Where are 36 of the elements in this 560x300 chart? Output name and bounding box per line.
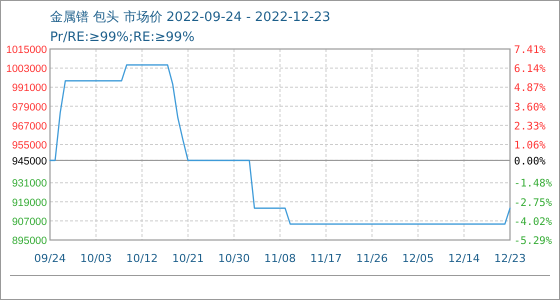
chart-title: 金属镨 包头 市场价 2022-09-24 - 2022-12-23 (50, 10, 330, 25)
y-tick-label: 919000 (12, 196, 48, 209)
y-tick-label: 979000 (12, 101, 48, 114)
y2-tick-label: 3.60% (514, 101, 546, 114)
line-series (49, 64, 511, 225)
x-tick-label: 10/03 (80, 252, 112, 265)
x-tick-label: 11/17 (310, 252, 342, 265)
y2-tick-label: 7.41% (514, 44, 546, 56)
y-tick-label: 945000 (12, 155, 48, 168)
x-tick-label: 11/26 (356, 252, 388, 265)
y-tick-label: 907000 (12, 216, 48, 228)
y2-tick-label: 1.06% (514, 140, 546, 152)
x-tick-label: 09/24 (34, 252, 66, 265)
x-tick-label: 10/30 (218, 252, 250, 265)
y-tick-label: 955000 (12, 140, 48, 152)
y-tick-label: 967000 (12, 120, 48, 132)
x-tick-label: 11/08 (264, 252, 296, 265)
x-tick-label: 10/21 (172, 252, 204, 265)
chart-subtitle: Pr/RE:≥99%;RE:≥99% (50, 30, 195, 45)
y-tick-label: 931000 (12, 178, 48, 190)
y-tick-label: 1015000 (6, 44, 48, 56)
y2-tick-label: 2.33% (514, 120, 546, 132)
x-tick-label: 12/23 (494, 252, 526, 265)
y-tick-label: 991000 (12, 82, 48, 94)
y-tick-label: 1003000 (6, 63, 48, 76)
x-tick-label: 12/05 (402, 252, 434, 265)
y2-tick-label: 0.00% (514, 155, 546, 168)
y2-tick-label: 4.87% (514, 82, 546, 94)
x-tick-label: 10/12 (126, 252, 158, 265)
y2-tick-label: -4.02% (514, 216, 553, 228)
y-tick-label: 895000 (12, 235, 48, 247)
y2-tick-label: -2.75% (514, 196, 553, 209)
y2-tick-label: -5.29% (514, 235, 553, 247)
y2-tick-label: -1.48% (514, 178, 553, 190)
y2-tick-label: 6.14% (514, 63, 546, 76)
x-tick-label: 12/14 (448, 252, 480, 265)
